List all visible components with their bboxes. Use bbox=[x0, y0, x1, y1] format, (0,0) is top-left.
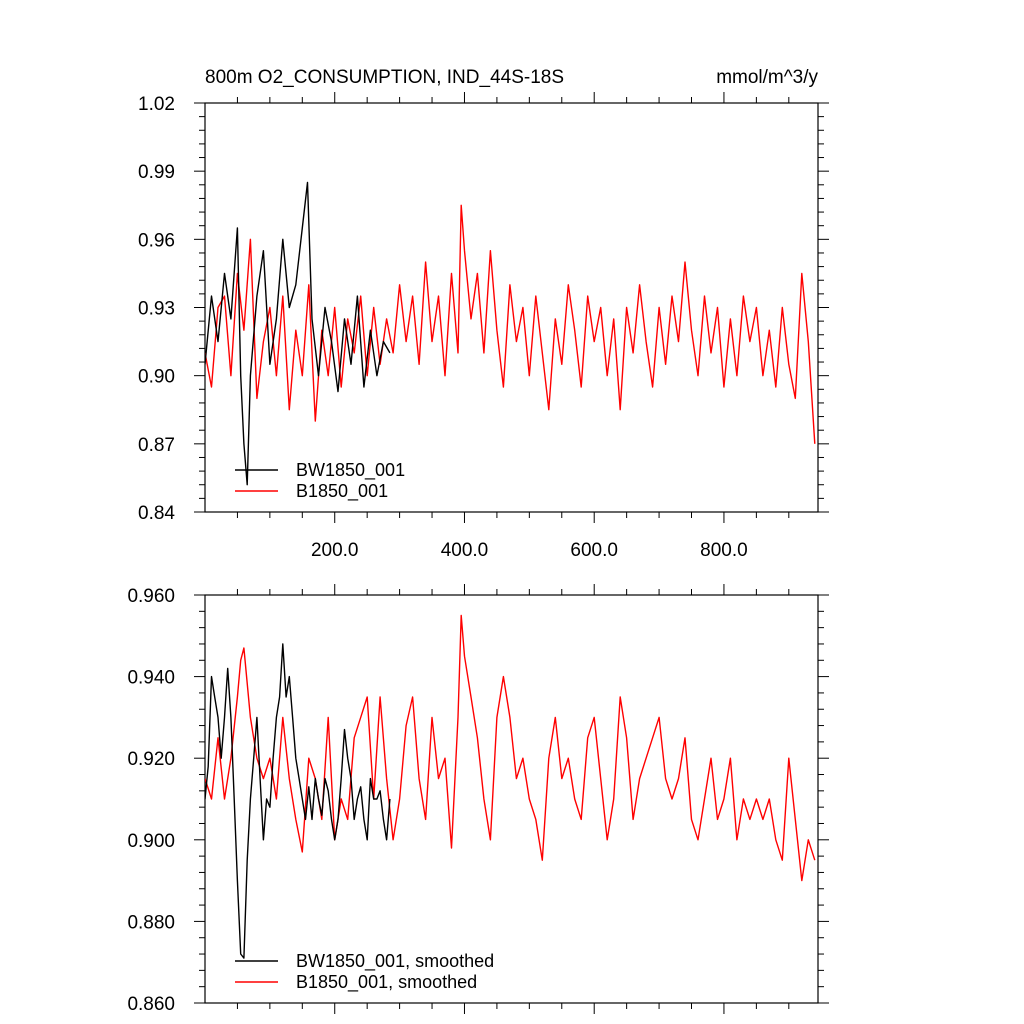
bottom-series-line-b1850 bbox=[205, 614, 816, 882]
chart-units: mmol/m^3/y bbox=[716, 67, 818, 88]
bottom-series-line-bw1850 bbox=[205, 643, 391, 959]
bottom-legend-label: BW1850_001, smoothed bbox=[296, 951, 494, 972]
top-ytick-label: 1.02 bbox=[138, 94, 175, 115]
bottom-ytick-label: 0.940 bbox=[127, 668, 175, 689]
bottom-ytick-label: 0.920 bbox=[127, 749, 175, 770]
top-series-line-b1850 bbox=[205, 204, 816, 444]
chart-title: 800m O2_CONSUMPTION, IND_44S-18S bbox=[205, 67, 564, 88]
top-ytick-label: 0.84 bbox=[138, 503, 175, 524]
top-xtick-label: 200.0 bbox=[311, 540, 359, 561]
top-xtick-label: 800.0 bbox=[700, 540, 748, 561]
bottom-panel: 0.860 0.880 0.900 0.920 0.940 0.960 BW1850_001… bbox=[127, 584, 829, 1015]
bottom-ytick-label: 0.880 bbox=[127, 912, 175, 933]
top-series-line-bw1850 bbox=[205, 181, 391, 486]
bottom-ytick-label: 0.900 bbox=[127, 831, 175, 852]
bottom-legend-label: B1850_001, smoothed bbox=[296, 972, 477, 993]
top-ytick-label: 0.96 bbox=[138, 230, 175, 251]
top-ytick-label: 0.90 bbox=[138, 367, 175, 388]
bottom-ytick-label: 0.860 bbox=[127, 994, 175, 1015]
top-panel: 800m O2_CONSUMPTION, IND_44S-18S mmol/m^… bbox=[138, 67, 829, 561]
top-xtick-label: 600.0 bbox=[570, 540, 618, 561]
bottom-ytick-label: 0.960 bbox=[127, 586, 175, 607]
top-legend-label: B1850_001 bbox=[296, 481, 388, 502]
top-ytick-label: 0.87 bbox=[138, 435, 175, 456]
top-xtick-label: 400.0 bbox=[441, 540, 489, 561]
top-legend-label: BW1850_001 bbox=[296, 460, 405, 481]
top-ytick-label: 0.93 bbox=[138, 299, 175, 320]
top-ytick-label: 0.99 bbox=[138, 162, 175, 183]
